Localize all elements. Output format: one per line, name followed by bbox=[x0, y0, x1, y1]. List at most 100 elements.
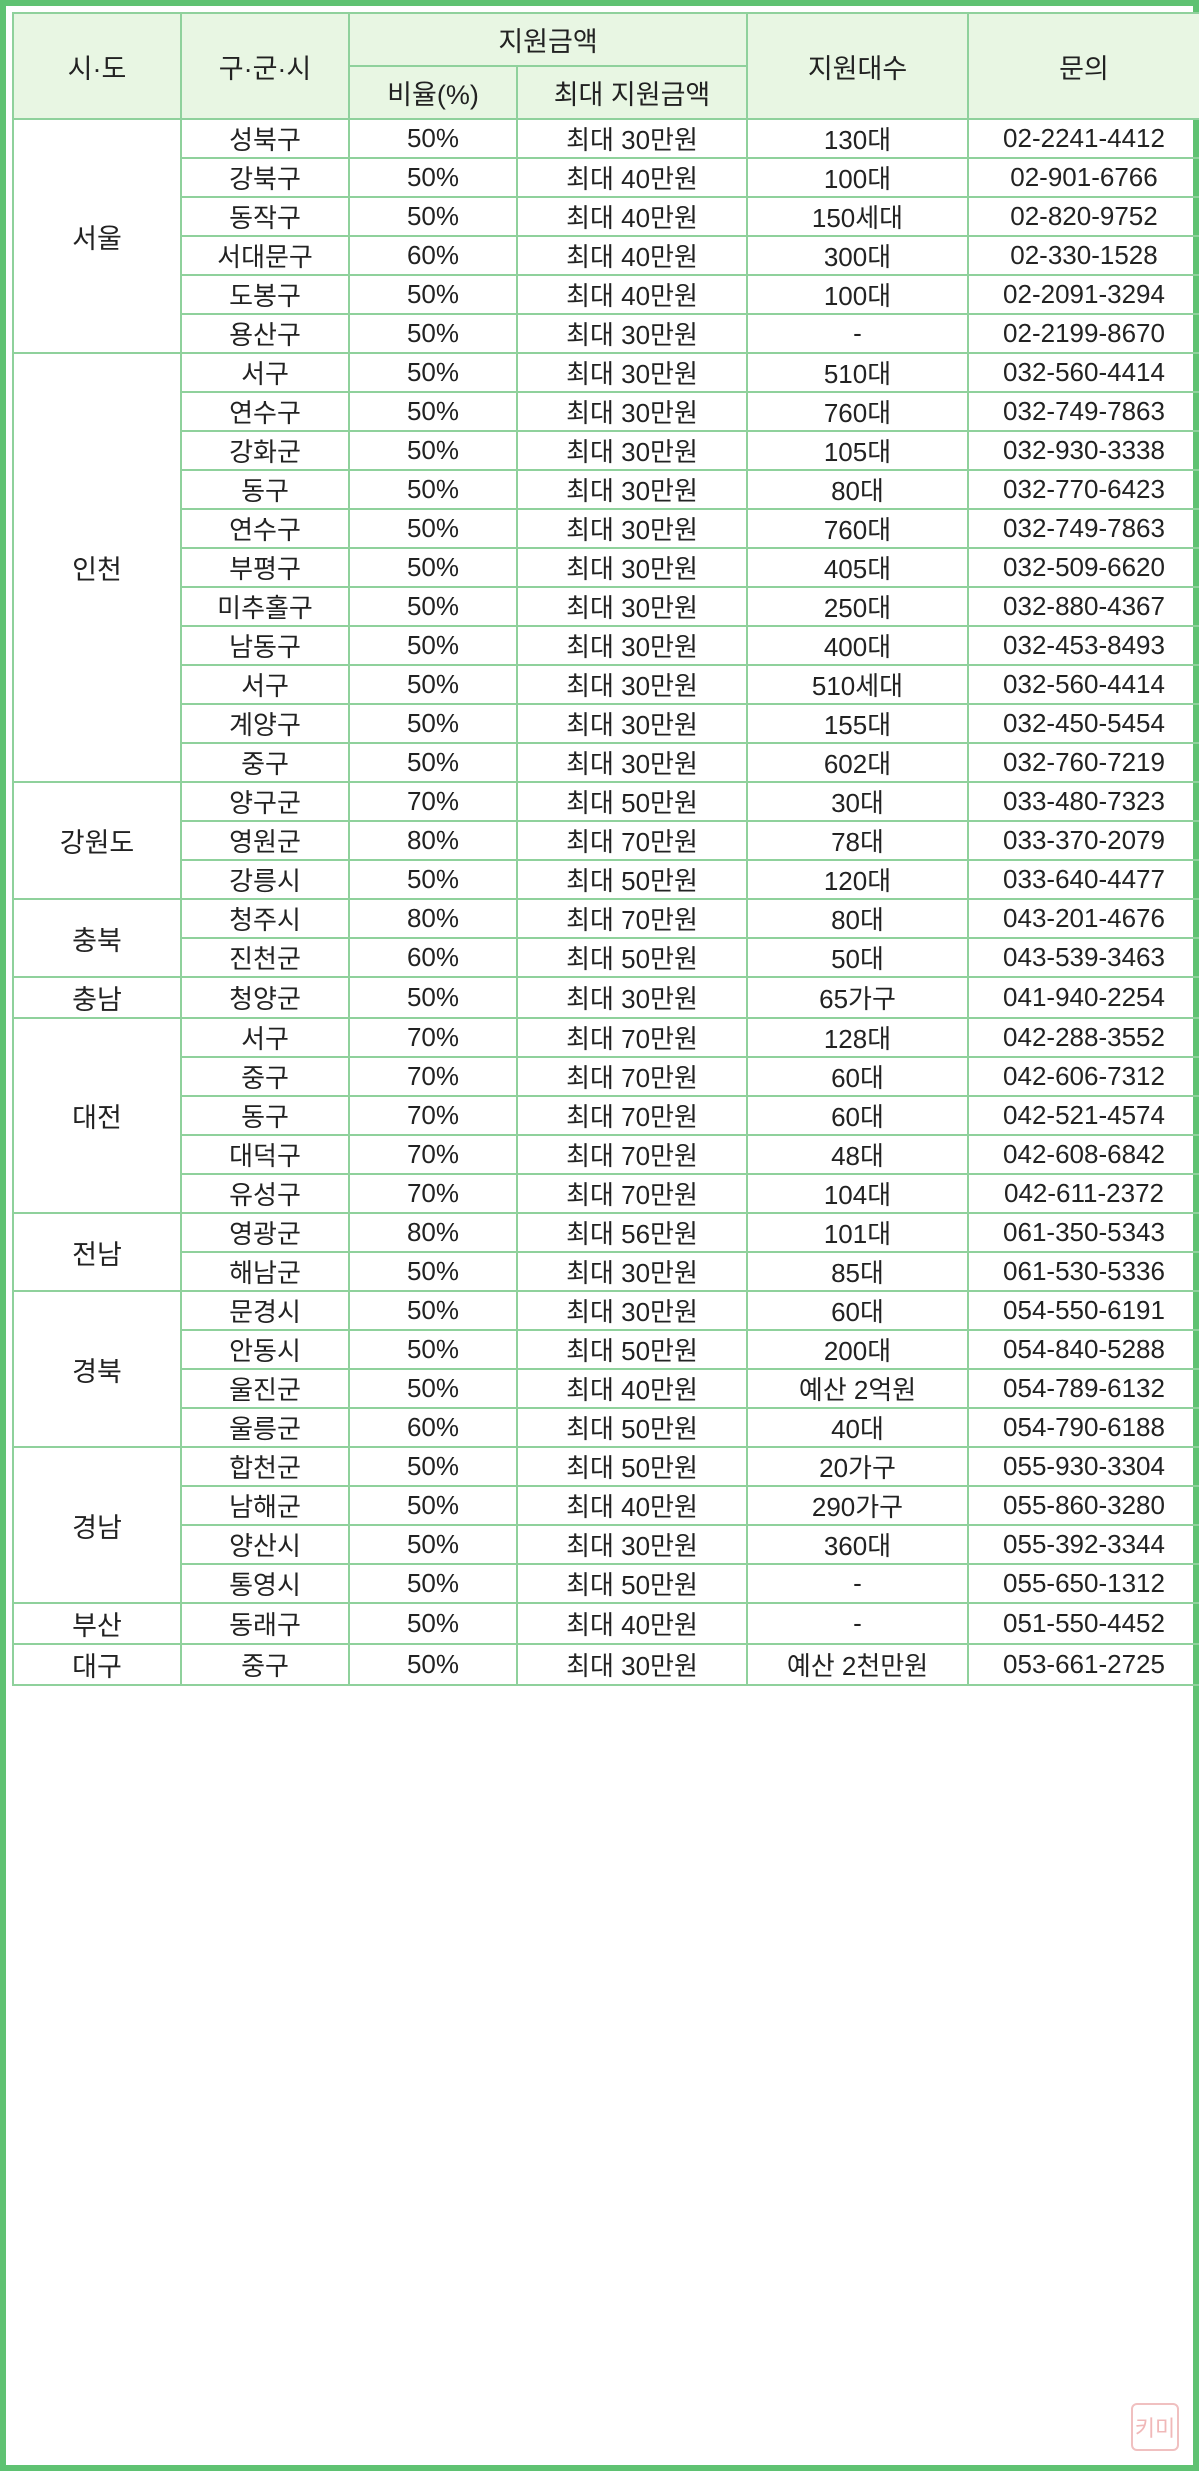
cell-max_amount: 최대 40만원 bbox=[516, 1485, 748, 1526]
cell-max_amount: 최대 30만원 bbox=[516, 430, 748, 471]
cell-sido: 부산 bbox=[12, 1602, 182, 1645]
cell-contact: 042-608-6842 bbox=[967, 1134, 1199, 1175]
cell-max_amount: 최대 50만원 bbox=[516, 1329, 748, 1370]
cell-contact: 032-760-7219 bbox=[967, 742, 1199, 783]
cell-district: 동구 bbox=[180, 1095, 350, 1136]
cell-sido: 서울 bbox=[12, 118, 182, 354]
cell-ratio: 50% bbox=[348, 118, 518, 159]
cell-sido: 대구 bbox=[12, 1643, 182, 1686]
table-row: 연수구 50% 최대 30만원 760대 032-749-7863 bbox=[13, 391, 1199, 432]
cell-district: 양구군 bbox=[180, 781, 350, 822]
table-row: 남동구 50% 최대 30만원 400대 032-453-8493 bbox=[13, 625, 1199, 666]
cell-contact: 041-940-2254 bbox=[967, 976, 1199, 1019]
cell-district: 영광군 bbox=[180, 1212, 350, 1253]
cell-district: 미추홀구 bbox=[180, 586, 350, 627]
cell-ratio: 70% bbox=[348, 1134, 518, 1175]
cell-sido: 전남 bbox=[12, 1212, 182, 1292]
cell-district: 연수구 bbox=[180, 391, 350, 432]
cell-ratio: 60% bbox=[348, 235, 518, 276]
cell-count: 120대 bbox=[746, 859, 969, 900]
cell-contact: 055-392-3344 bbox=[967, 1524, 1199, 1565]
cell-max_amount: 최대 30만원 bbox=[516, 391, 748, 432]
cell-district: 울진군 bbox=[180, 1368, 350, 1409]
cell-ratio: 60% bbox=[348, 937, 518, 978]
cell-ratio: 50% bbox=[348, 625, 518, 666]
cell-contact: 061-350-5343 bbox=[967, 1212, 1199, 1253]
table-row: 충북 청주시 80% 최대 70만원 80대 043-201-4676 bbox=[12, 898, 1199, 978]
cell-count: 405대 bbox=[746, 547, 969, 588]
cell-ratio: 70% bbox=[348, 781, 518, 822]
header-count: 지원대수 bbox=[746, 12, 969, 120]
cell-ratio: 50% bbox=[348, 313, 518, 354]
cell-contact: 032-770-6423 bbox=[967, 469, 1199, 510]
cell-ratio: 50% bbox=[348, 703, 518, 744]
table-row: 동구 70% 최대 70만원 60대 042-521-4574 bbox=[13, 1095, 1199, 1136]
cell-max_amount: 최대 30만원 bbox=[516, 508, 748, 549]
cell-count: 128대 bbox=[746, 1017, 969, 1058]
cell-district: 합천군 bbox=[180, 1446, 350, 1487]
table-row: 중구 70% 최대 70만원 60대 042-606-7312 bbox=[13, 1056, 1199, 1097]
cell-max_amount: 최대 30만원 bbox=[516, 976, 748, 1019]
cell-district: 동구 bbox=[180, 469, 350, 510]
cell-sido: 대전 bbox=[12, 1017, 182, 1214]
table-row: 경북 문경시 50% 최대 30만원 60대 054-550-6191 bbox=[12, 1290, 1199, 1448]
cell-count: 50대 bbox=[746, 937, 969, 978]
cell-ratio: 70% bbox=[348, 1095, 518, 1136]
table-row: 대구 중구 50% 최대 30만원 예산 2천만원 053-661-2725 bbox=[12, 1643, 1199, 1686]
cell-district: 서대문구 bbox=[180, 235, 350, 276]
cell-max_amount: 최대 30만원 bbox=[516, 664, 748, 705]
cell-contact: 032-880-4367 bbox=[967, 586, 1199, 627]
cell-count: 20가구 bbox=[746, 1446, 969, 1487]
cell-district: 진천군 bbox=[180, 937, 350, 978]
table-row: 인천 서구 50% 최대 30만원 510대 032-560-4414 bbox=[12, 352, 1199, 783]
table-row: 강북구 50% 최대 40만원 100대 02-901-6766 bbox=[13, 157, 1199, 198]
cell-max_amount: 최대 70만원 bbox=[516, 1095, 748, 1136]
cell-ratio: 50% bbox=[348, 430, 518, 471]
table-row: 서대문구 60% 최대 40만원 300대 02-330-1528 bbox=[13, 235, 1199, 276]
cell-max_amount: 최대 40만원 bbox=[516, 196, 748, 237]
cell-max_amount: 최대 50만원 bbox=[516, 1407, 748, 1448]
subsidy-table: 시·도 구·군·시 지원금액 지원대수 문의 비율(%) 최대 지원금액 서울 성… bbox=[12, 12, 1199, 1686]
cell-district: 유성구 bbox=[180, 1173, 350, 1214]
cell-count: - bbox=[746, 313, 969, 354]
table-row: 유성구 70% 최대 70만원 104대 042-611-2372 bbox=[13, 1173, 1199, 1214]
table-row: 중구 50% 최대 30만원 602대 032-760-7219 bbox=[13, 742, 1199, 783]
cell-count: 300대 bbox=[746, 235, 969, 276]
cell-district: 중구 bbox=[180, 1056, 350, 1097]
cell-district: 청주시 bbox=[180, 898, 350, 939]
cell-district: 통영시 bbox=[180, 1563, 350, 1604]
cell-contact: 053-661-2725 bbox=[967, 1643, 1199, 1686]
cell-district: 울릉군 bbox=[180, 1407, 350, 1448]
table-row: 통영시 50% 최대 50만원 -055-650-1312 bbox=[13, 1563, 1199, 1604]
header-contact: 문의 bbox=[967, 12, 1199, 120]
cell-ratio: 50% bbox=[348, 1251, 518, 1292]
cell-max_amount: 최대 30만원 bbox=[516, 1251, 748, 1292]
cell-district: 중구 bbox=[180, 1643, 350, 1686]
cell-count: - bbox=[746, 1563, 969, 1604]
cell-contact: 042-606-7312 bbox=[967, 1056, 1199, 1097]
cell-contact: 054-790-6188 bbox=[967, 1407, 1199, 1448]
cell-contact: 042-611-2372 bbox=[967, 1173, 1199, 1214]
cell-contact: 02-2241-4412 bbox=[967, 118, 1199, 159]
cell-contact: 032-450-5454 bbox=[967, 703, 1199, 744]
cell-contact: 02-820-9752 bbox=[967, 196, 1199, 237]
cell-ratio: 50% bbox=[348, 976, 518, 1019]
cell-district: 영원군 bbox=[180, 820, 350, 861]
cell-count: 85대 bbox=[746, 1251, 969, 1292]
cell-ratio: 50% bbox=[348, 1643, 518, 1686]
cell-ratio: 80% bbox=[348, 820, 518, 861]
table-row: 안동시 50% 최대 50만원 200대 054-840-5288 bbox=[13, 1329, 1199, 1370]
table-row: 진천군 60% 최대 50만원 50대 043-539-3463 bbox=[13, 937, 1199, 978]
cell-max_amount: 최대 30만원 bbox=[516, 1290, 748, 1331]
cell-max_amount: 최대 50만원 bbox=[516, 781, 748, 822]
table-row: 영원군 80% 최대 70만원 78대 033-370-2079 bbox=[13, 820, 1199, 861]
cell-ratio: 80% bbox=[348, 898, 518, 939]
cell-contact: 055-860-3280 bbox=[967, 1485, 1199, 1526]
cell-max_amount: 최대 30만원 bbox=[516, 469, 748, 510]
table-row: 미추홀구 50% 최대 30만원 250대 032-880-4367 bbox=[13, 586, 1199, 627]
cell-contact: 032-930-3338 bbox=[967, 430, 1199, 471]
table-row: 동구 50% 최대 30만원 80대 032-770-6423 bbox=[13, 469, 1199, 510]
cell-contact: 02-330-1528 bbox=[967, 235, 1199, 276]
cell-contact: 042-521-4574 bbox=[967, 1095, 1199, 1136]
cell-max_amount: 최대 70만원 bbox=[516, 1017, 748, 1058]
